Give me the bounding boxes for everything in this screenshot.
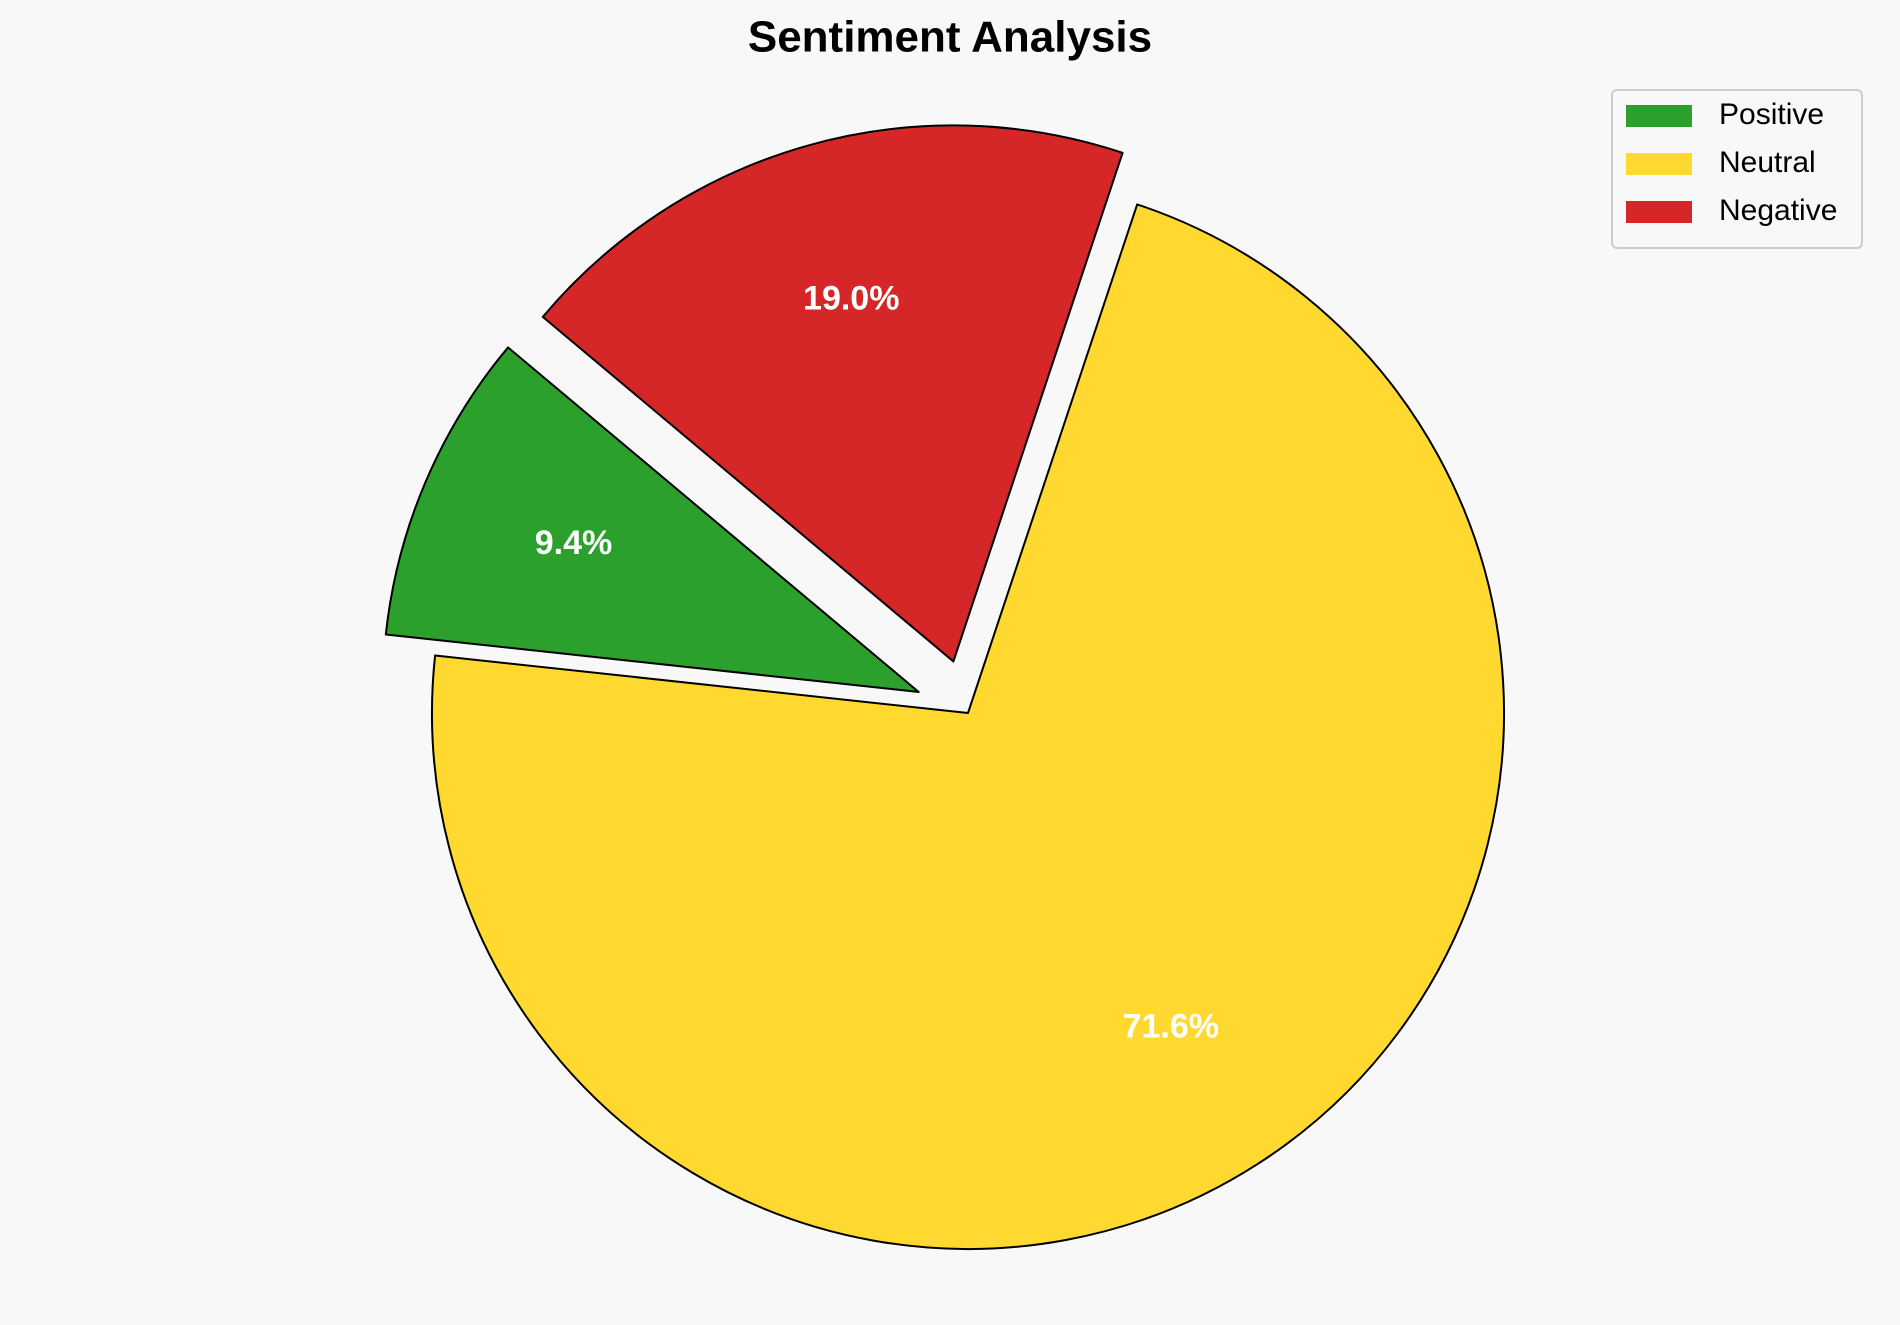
legend-swatch — [1626, 105, 1692, 127]
slice-label: 9.4% — [535, 524, 613, 562]
chart-title: Sentiment Analysis — [748, 13, 1152, 62]
pie-slice — [541, 124, 1124, 663]
slice-label: 71.6% — [1123, 1008, 1219, 1046]
legend-swatch — [1626, 153, 1692, 175]
legend-label: Negative — [1719, 194, 1837, 227]
legend-swatch — [1626, 201, 1692, 223]
legend-label: Neutral — [1719, 146, 1816, 179]
pie-slice — [384, 346, 920, 693]
legend-label: Positive — [1719, 98, 1824, 131]
pie-slice — [431, 203, 1505, 1250]
slice-label: 19.0% — [803, 279, 899, 317]
